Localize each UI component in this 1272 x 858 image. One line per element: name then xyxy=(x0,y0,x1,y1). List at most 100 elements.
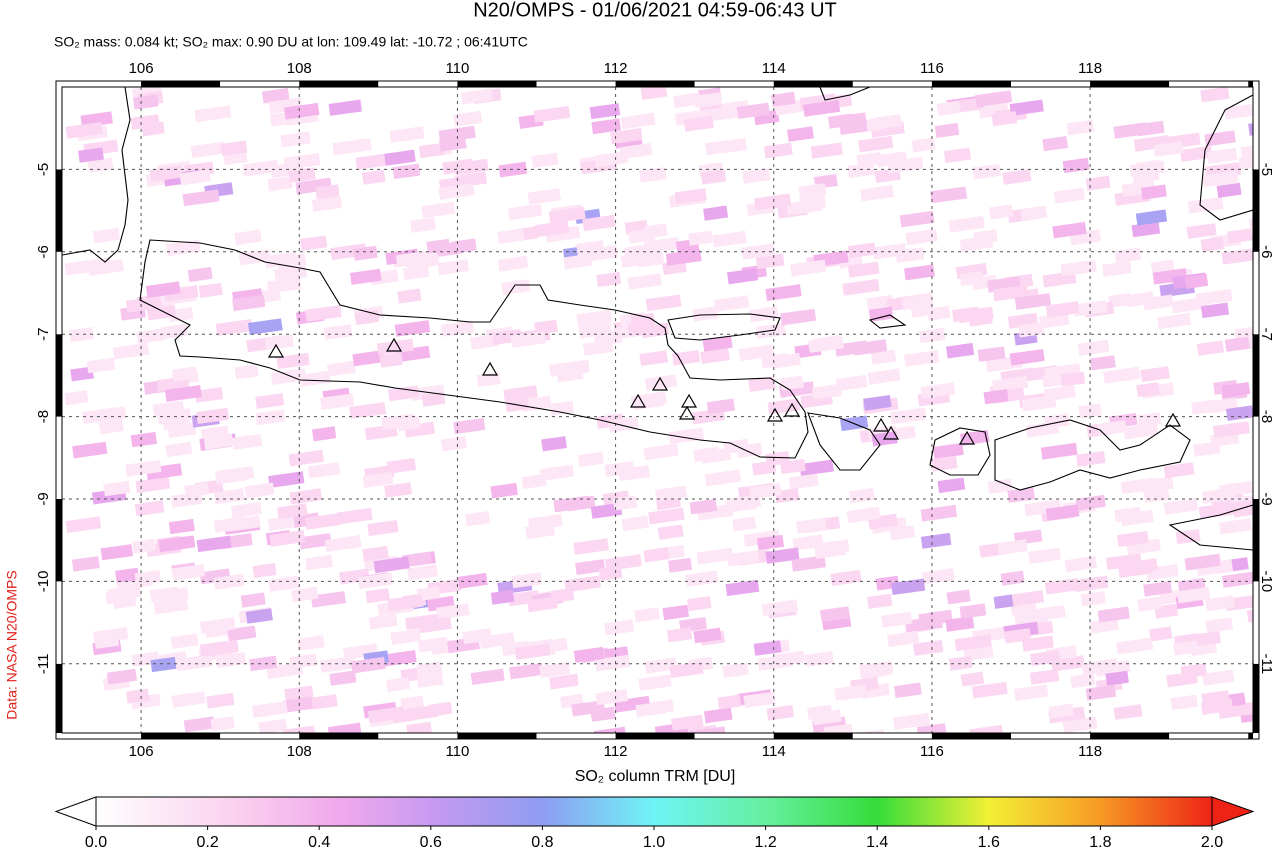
so2-pixel xyxy=(919,327,946,344)
so2-pixel xyxy=(251,701,288,718)
so2-pixel xyxy=(1029,668,1060,685)
x-tick-label: 108 xyxy=(287,60,312,77)
so2-pixel xyxy=(780,458,806,475)
so2-pixel xyxy=(497,255,529,272)
volcano xyxy=(481,361,499,376)
so2-pixel xyxy=(179,169,211,186)
so2-pixel xyxy=(319,656,356,673)
so2-pixel xyxy=(1077,339,1110,356)
so2-pixel xyxy=(987,478,1013,494)
so2-pixel xyxy=(640,87,668,100)
frame-band xyxy=(694,733,774,739)
so2-pixel xyxy=(934,122,960,138)
so2-pixel xyxy=(284,685,314,702)
so2-pixel xyxy=(98,419,124,435)
so2-pixel xyxy=(1105,670,1129,686)
volcano xyxy=(872,417,890,432)
so2-pixel xyxy=(576,309,612,327)
so2-pixel xyxy=(367,520,399,537)
so2-pixel xyxy=(379,352,403,368)
frame-band xyxy=(852,733,932,739)
so2-pixel xyxy=(997,539,1028,555)
so2-pixel xyxy=(936,100,961,116)
so2-pixel xyxy=(1204,130,1236,147)
so2-pixel xyxy=(858,135,894,153)
so2-pixel xyxy=(267,277,302,294)
so2-pixel xyxy=(643,443,679,461)
so2-pixel xyxy=(596,271,622,288)
x-tick-label: 106 xyxy=(129,743,154,760)
so2-pixel xyxy=(196,535,232,553)
x-tick-label: 110 xyxy=(445,60,469,77)
so2-pixel xyxy=(416,672,444,689)
so2-pixel xyxy=(1187,196,1224,214)
so2-pixel xyxy=(634,607,660,623)
so2-pixel xyxy=(943,147,972,164)
so2-pixel xyxy=(823,723,853,733)
so2-pixel xyxy=(1073,300,1108,317)
so2-pixel xyxy=(930,186,968,204)
so2-pixel xyxy=(539,662,571,678)
so2-pixel xyxy=(304,304,342,322)
so2-pixel xyxy=(669,661,704,679)
y-tick-label: -8 xyxy=(35,410,52,423)
so2-pixel xyxy=(849,487,875,504)
so2-pixel xyxy=(749,306,779,323)
so2-pixel xyxy=(1042,135,1069,152)
coastline xyxy=(807,412,881,471)
so2-pixel xyxy=(283,102,320,120)
so2-pixel xyxy=(692,306,719,322)
so2-pixel xyxy=(72,441,108,459)
so2-pixel xyxy=(765,284,802,302)
so2-pixel xyxy=(742,168,771,184)
so2-pixel xyxy=(1163,498,1199,515)
y-tick-label: -8 xyxy=(1258,410,1272,423)
volcano xyxy=(678,405,696,420)
frame-band xyxy=(1169,733,1249,739)
so2-pixel xyxy=(328,99,362,116)
so2-pixel xyxy=(948,215,985,233)
so2-pixel xyxy=(931,456,958,472)
so2-pixel xyxy=(799,195,826,211)
so2-pixel xyxy=(145,281,181,298)
frame-band xyxy=(56,334,62,417)
so2-pixel xyxy=(199,617,236,634)
so2-pixel xyxy=(810,142,843,159)
so2-pixel xyxy=(1045,504,1080,521)
so2-pixel xyxy=(453,158,489,176)
so2-pixel xyxy=(213,488,245,505)
so2-pixel xyxy=(361,169,386,185)
frame-band xyxy=(56,416,62,499)
so2-pixel xyxy=(619,142,653,160)
so2-pixel xyxy=(418,616,452,634)
frame-band xyxy=(1253,251,1259,335)
so2-pixel xyxy=(1020,205,1048,222)
x-tick-label: 114 xyxy=(762,743,786,760)
so2-pixel xyxy=(311,694,338,710)
so2-pixel xyxy=(893,712,931,730)
coastline xyxy=(819,87,871,101)
so2-pixel xyxy=(470,668,505,686)
x-tick-label: 116 xyxy=(920,60,944,77)
so2-pixel xyxy=(974,90,1013,108)
so2-pixel xyxy=(1108,292,1132,308)
coastline xyxy=(1199,94,1253,221)
so2-pixel xyxy=(1053,187,1085,204)
so2-pixel xyxy=(135,476,171,493)
so2-pixel xyxy=(451,238,477,254)
so2-pixel xyxy=(671,714,704,731)
so2-pixel xyxy=(1066,119,1095,136)
y-tick-label: -11 xyxy=(35,653,52,674)
so2-pixel xyxy=(64,390,89,406)
so2-pixel xyxy=(300,235,328,251)
so2-pixel xyxy=(620,112,656,130)
so2-pixel xyxy=(168,518,195,535)
so2-pixel xyxy=(644,374,678,391)
so2-pixel xyxy=(521,395,552,412)
so2-pixel xyxy=(362,471,394,488)
so2-pixel xyxy=(329,670,357,686)
so2-pixel xyxy=(959,235,994,252)
so2-pixel xyxy=(969,724,1004,733)
so2-pixel xyxy=(307,462,341,479)
so2-pixel xyxy=(780,308,817,326)
